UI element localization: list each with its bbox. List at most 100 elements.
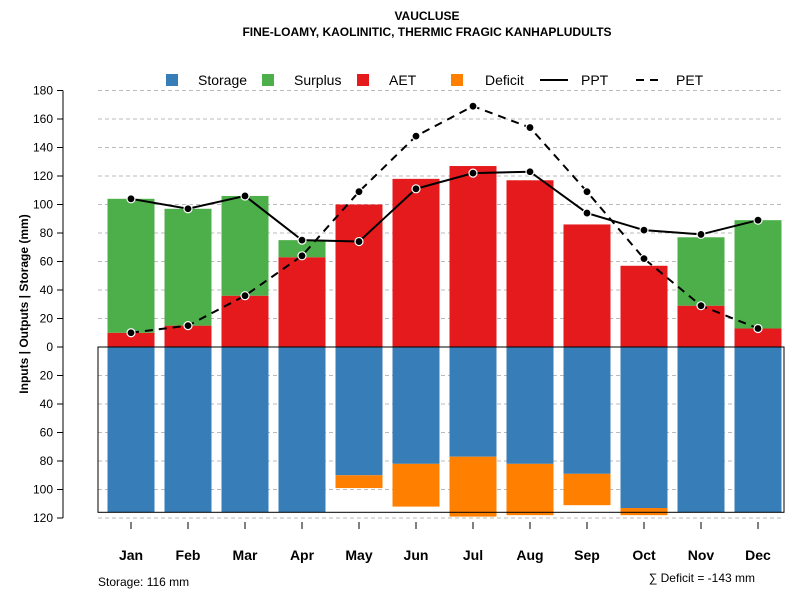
legend-label-surplus: Surplus (294, 72, 341, 88)
x-tick-label-jul: Jul (463, 547, 483, 563)
x-tick-label-may: May (345, 547, 372, 563)
y-tick-label: 160 (33, 112, 53, 126)
line-marks (126, 101, 763, 338)
legend-label-ppt: PPT (581, 72, 609, 88)
bar-storage-sep (563, 347, 611, 474)
bar-deficit-aug (506, 463, 554, 516)
ppt-point-feb (183, 204, 193, 214)
ppt-point-dec (753, 215, 763, 225)
pet-point-apr (297, 251, 307, 261)
x-tick-label-dec: Dec (745, 547, 771, 563)
bar-deficit-jun (392, 463, 440, 507)
y-tick-label: 20 (40, 312, 54, 326)
x-tick-label-aug: Aug (516, 547, 543, 563)
bar-surplus-apr (278, 240, 326, 258)
grid-lines (98, 90, 784, 519)
chart-title: VAUCLUSE (394, 9, 459, 23)
legend-label-pet: PET (676, 72, 704, 88)
ppt-point-jun (411, 184, 421, 194)
bar-surplus-feb (164, 208, 212, 326)
x-tick-label-feb: Feb (176, 547, 201, 563)
x-tick-label-nov: Nov (688, 547, 715, 563)
legend-swatch-deficit (451, 74, 463, 86)
bar-deficit-oct (620, 508, 668, 516)
ppt-point-nov (696, 229, 706, 240)
ppt-line (130, 170, 759, 243)
x-tick-label-mar: Mar (233, 547, 258, 563)
legend-label-aet: AET (389, 72, 417, 88)
ppt-point-sep (582, 208, 592, 218)
x-axis: Jan Feb Mar Apr May Jun Jul Aug Sep Oct Nov Dec (119, 522, 771, 563)
ppt-point-jan (126, 194, 136, 204)
bar-aet-feb (164, 325, 212, 347)
deficit-note: ∑ Deficit = -143 mm (649, 571, 755, 585)
y-tick-label: 60 (40, 426, 54, 440)
pet-point-may (354, 187, 364, 197)
bar-storage-feb (164, 347, 212, 513)
bar-storage-aug (506, 347, 554, 464)
ppt-point-apr (297, 235, 307, 245)
bar-deficit-jul (449, 456, 497, 517)
bar-storage-jun (392, 347, 440, 464)
legend-swatch-aet (357, 74, 369, 86)
y-tick-label: 80 (40, 454, 54, 468)
pet-point-aug (525, 122, 535, 133)
pet-point-jul (468, 101, 478, 111)
ppt-point-may (354, 236, 364, 247)
chart-subtitle: FINE-LOAMY, KAOLINITIC, THERMIC FRAGIC K… (242, 25, 611, 39)
y-tick-label: 100 (33, 198, 53, 212)
pet-point-mar (240, 291, 250, 301)
y-tick-label: 40 (40, 397, 54, 411)
bar-deficit-may (335, 475, 383, 489)
legend-label-deficit: Deficit (485, 72, 524, 88)
ppt-point-oct (639, 225, 649, 235)
x-tick-label-apr: Apr (290, 547, 315, 563)
storage-note: Storage: 116 mm (98, 575, 189, 589)
x-tick-label-sep: Sep (574, 547, 600, 563)
bar-storage-dec (734, 347, 782, 513)
chart-legend: Storage Surplus AET Deficit PPT PET (166, 72, 704, 88)
y-tick-label: 40 (40, 283, 54, 297)
bar-aet-sep (563, 224, 611, 347)
bar-storage-nov (677, 347, 725, 513)
y-tick-label: 100 (33, 483, 53, 497)
bar-surplus-nov (677, 237, 725, 306)
bar-storage-may (335, 347, 383, 476)
bar-aet-dec (734, 328, 782, 347)
y-tick-label: 120 (33, 511, 53, 525)
y-tick-label: 0 (46, 340, 53, 354)
bar-marks (97, 166, 785, 517)
bar-aet-apr (278, 257, 326, 347)
pet-point-jun (411, 131, 421, 141)
bar-storage-oct (620, 347, 668, 509)
bar-surplus-dec (734, 220, 782, 329)
y-tick-label: 20 (40, 369, 54, 383)
ppt-point-aug (525, 167, 535, 177)
legend-label-storage: Storage (198, 72, 247, 88)
pet-point-feb (183, 321, 193, 331)
pet-point-jan (126, 328, 136, 338)
bar-aet-oct (620, 265, 668, 347)
y-tick-label: 180 (33, 84, 53, 98)
bar-aet-jun (392, 178, 440, 347)
y-axis: 180 160 140 120 100 80 60 40 20 0 20 40 60 80 100 120 (33, 84, 64, 525)
legend-swatch-storage (166, 74, 178, 86)
y-tick-label: 120 (33, 169, 53, 183)
legend-swatch-surplus (262, 74, 274, 86)
bar-storage-apr (278, 347, 326, 513)
bar-storage-jan (107, 347, 155, 513)
bar-aet-jan (107, 332, 155, 347)
bar-storage-mar (221, 347, 269, 513)
ppt-point-mar (240, 191, 250, 201)
bar-aet-jul (449, 166, 497, 347)
y-tick-label: 60 (40, 255, 54, 269)
pet-point-dec (753, 323, 763, 334)
bar-aet-aug (506, 180, 554, 347)
ppt-point-jul (468, 168, 478, 178)
x-tick-label-oct: Oct (632, 547, 656, 563)
bar-surplus-mar (221, 195, 269, 296)
x-tick-label-jun: Jun (404, 547, 429, 563)
pet-point-sep (582, 187, 592, 197)
y-tick-label: 80 (40, 226, 54, 240)
